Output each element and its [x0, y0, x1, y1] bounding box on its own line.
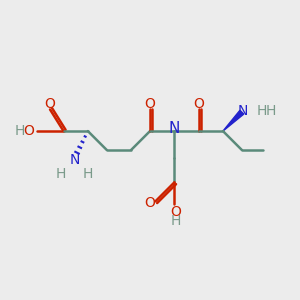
Text: H: H: [170, 214, 181, 228]
Text: N: N: [69, 153, 80, 167]
Text: O: O: [193, 97, 204, 110]
Text: N: N: [169, 122, 180, 136]
Text: H: H: [257, 104, 267, 118]
Text: O: O: [145, 97, 155, 110]
Text: O: O: [170, 205, 181, 219]
Text: O: O: [45, 97, 56, 110]
Text: H: H: [83, 167, 93, 181]
Text: O: O: [23, 124, 34, 138]
Text: H: H: [266, 104, 276, 118]
Text: N: N: [238, 104, 248, 118]
Polygon shape: [223, 110, 244, 131]
Text: H: H: [56, 167, 66, 181]
Text: O: O: [144, 196, 155, 210]
Text: H: H: [15, 124, 25, 138]
